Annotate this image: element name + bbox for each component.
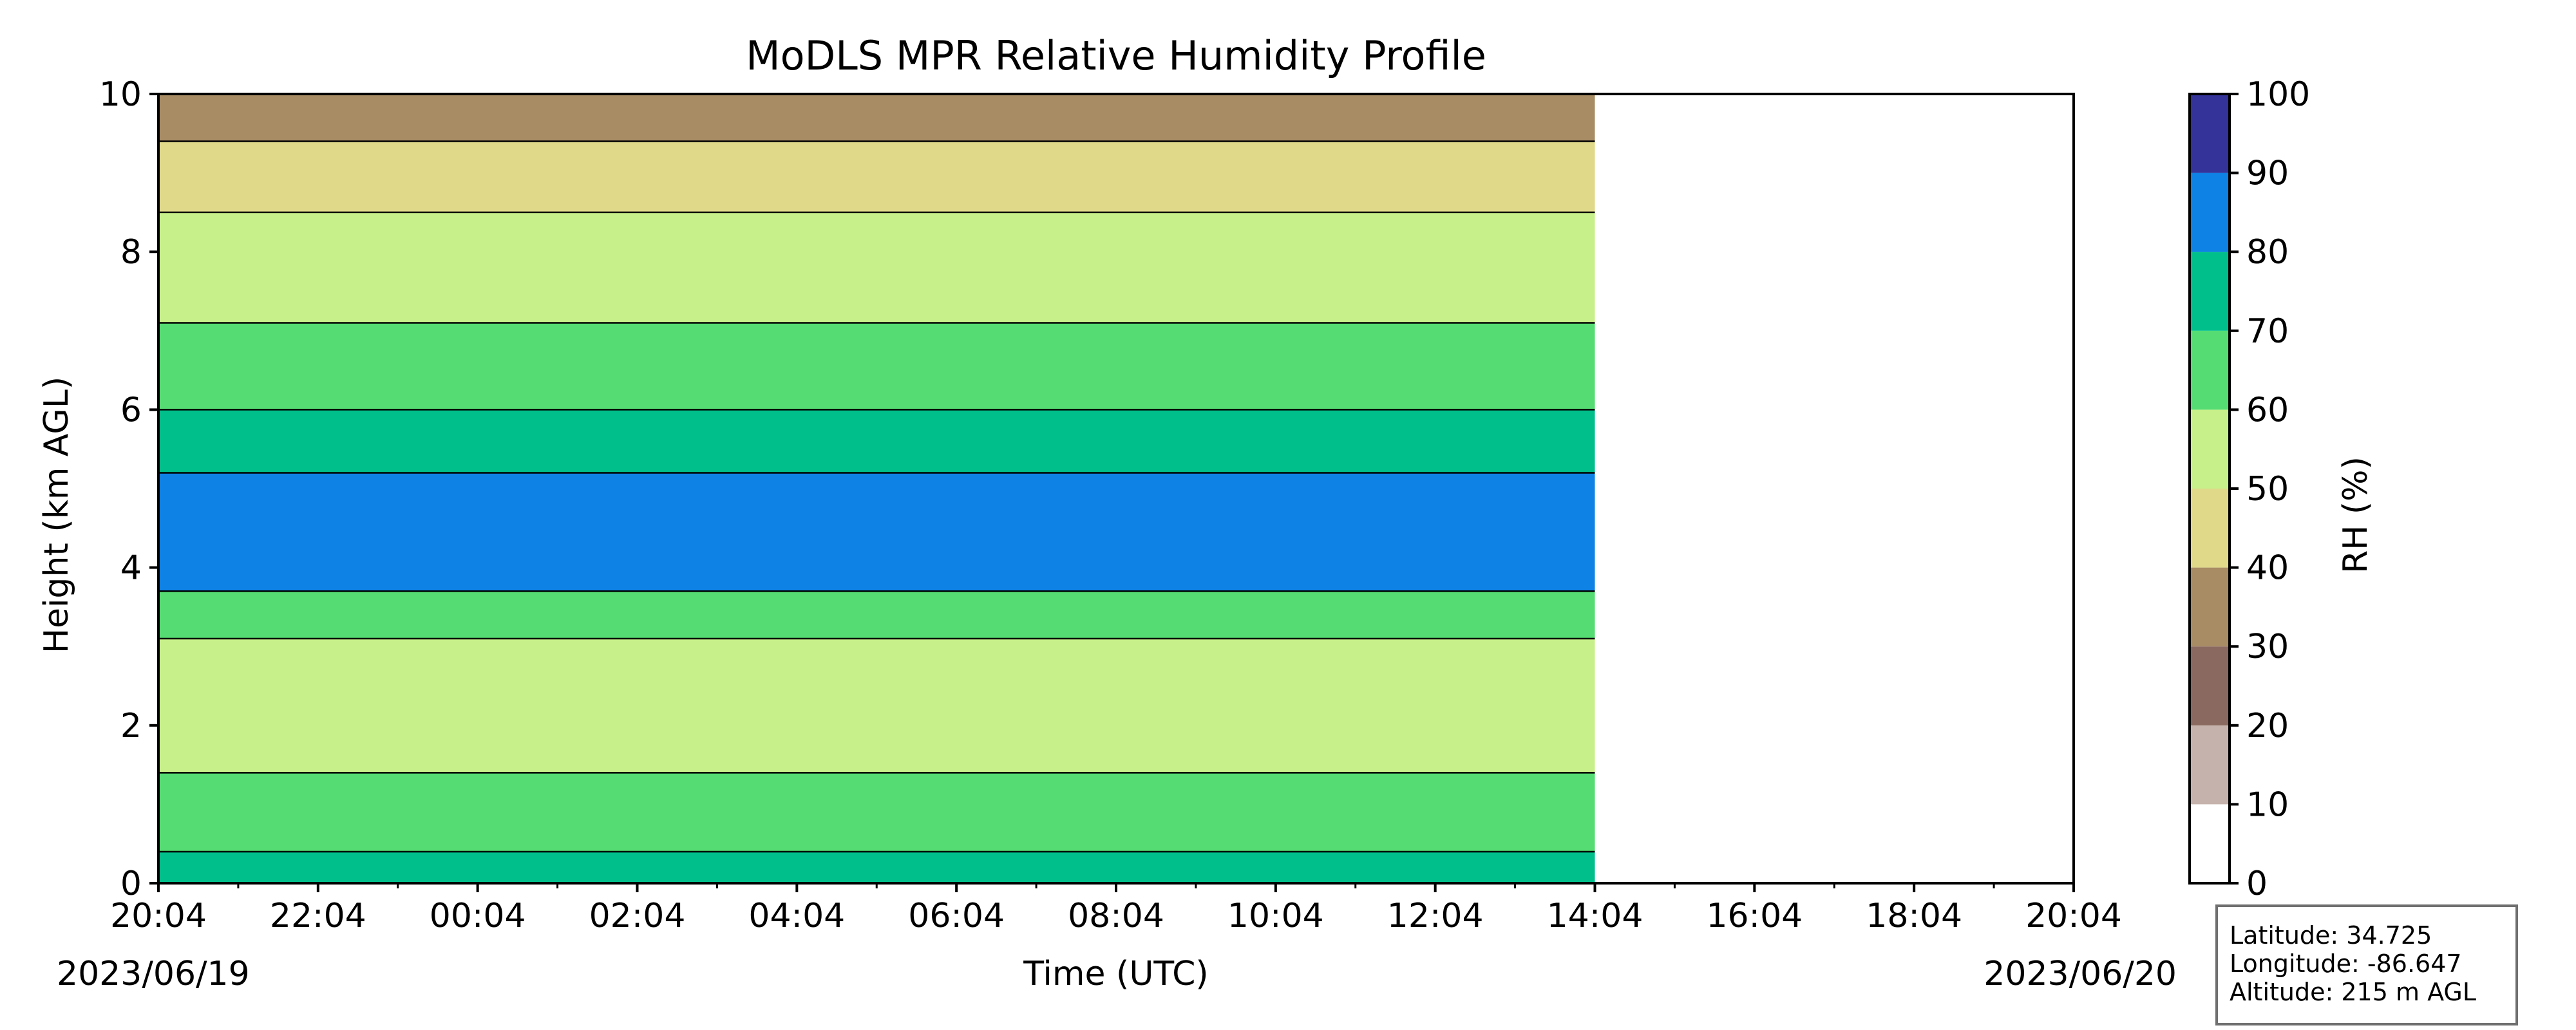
x-tick-label: 18:04: [1866, 897, 1962, 935]
colorbar-segment: [2190, 725, 2230, 805]
rh-band: [158, 323, 1595, 410]
colorbar-tick-label: 50: [2246, 470, 2289, 509]
colorbar-tick-label: 70: [2246, 312, 2289, 351]
end-date-label: 2023/06/20: [1984, 955, 2177, 993]
rh-band: [158, 141, 1595, 212]
x-tick-label: 00:04: [430, 897, 526, 935]
chart-title: MoDLS MPR Relative Humidity Profile: [746, 32, 1486, 79]
x-axis-label: Time (UTC): [1023, 955, 1208, 993]
colorbar-tick-label: 100: [2246, 75, 2310, 114]
colorbar-segment: [2190, 252, 2230, 331]
y-tick-label: 2: [120, 707, 142, 745]
colorbar-tick-label: 40: [2246, 549, 2289, 588]
x-tick-label: 14:04: [1547, 897, 1643, 935]
colorbar-tick-label: 30: [2246, 628, 2289, 666]
y-tick-label: 0: [120, 865, 142, 903]
latitude-text: Latitude: 34.725: [2230, 921, 2432, 950]
colorbar-segment: [2190, 567, 2230, 647]
y-tick-label: 8: [120, 233, 142, 272]
x-tick-label: 12:04: [1387, 897, 1484, 935]
x-tick-label: 04:04: [748, 897, 845, 935]
colorbar-segment: [2190, 489, 2230, 568]
y-axis: 0 2 4 6 8 10: [99, 75, 158, 903]
x-tick-label: 06:04: [908, 897, 1005, 935]
plot-area: [157, 93, 2075, 885]
rh-band: [158, 94, 1595, 142]
colorbar-tick-label: 90: [2246, 154, 2289, 193]
x-tick-label: 16:04: [1706, 897, 1803, 935]
rh-band: [158, 212, 1595, 323]
rh-band: [158, 772, 1595, 852]
colorbar-tick-label: 10: [2246, 785, 2289, 824]
x-tick-label: 02:04: [589, 897, 686, 935]
colorbar: 0 10 20 30 40 50 60 70 80 90 100: [2188, 75, 2310, 903]
colorbar-tick-label: 0: [2246, 865, 2268, 903]
colorbar-segment: [2190, 409, 2230, 489]
colorbar-segment: [2190, 646, 2230, 726]
rh-band: [158, 638, 1595, 773]
colorbar-segment: [2190, 173, 2230, 252]
y-axis-label: Height (km AGL): [37, 377, 76, 653]
rh-band: [158, 851, 1595, 883]
rh-band: [158, 591, 1595, 639]
x-tick-label: 08:04: [1068, 897, 1164, 935]
start-date-label: 2023/06/19: [57, 955, 250, 993]
colorbar-segment: [2190, 330, 2230, 410]
colorbar-tick-label: 20: [2246, 707, 2289, 745]
altitude-text: Altitude: 215 m AGL: [2230, 978, 2477, 1006]
x-tick-label: 10:04: [1227, 897, 1324, 935]
x-tick-label: 20:04: [2025, 897, 2122, 935]
colorbar-segment: [2190, 94, 2230, 173]
rh-band: [158, 473, 1595, 592]
longitude-text: Longitude: -86.647: [2230, 950, 2462, 978]
rh-band: [158, 409, 1595, 473]
colorbar-tick-label: 60: [2246, 391, 2289, 429]
x-axis: 20:04 22:04 00:04 02:04 04:04 06:04 08:04 10:04…: [110, 883, 2122, 935]
y-tick-label: 10: [99, 75, 142, 114]
colorbar-label: RH (%): [2336, 456, 2375, 574]
y-tick-label: 4: [120, 549, 142, 588]
x-tick-label: 20:04: [110, 897, 207, 935]
site-info-box: Latitude: 34.725 Longitude: -86.647 Alti…: [2215, 904, 2518, 1025]
y-tick-label: 6: [120, 391, 142, 429]
colorbar-segment: [2190, 804, 2230, 883]
colorbar-tick-label: 80: [2246, 233, 2289, 272]
x-tick-label: 22:04: [270, 897, 366, 935]
